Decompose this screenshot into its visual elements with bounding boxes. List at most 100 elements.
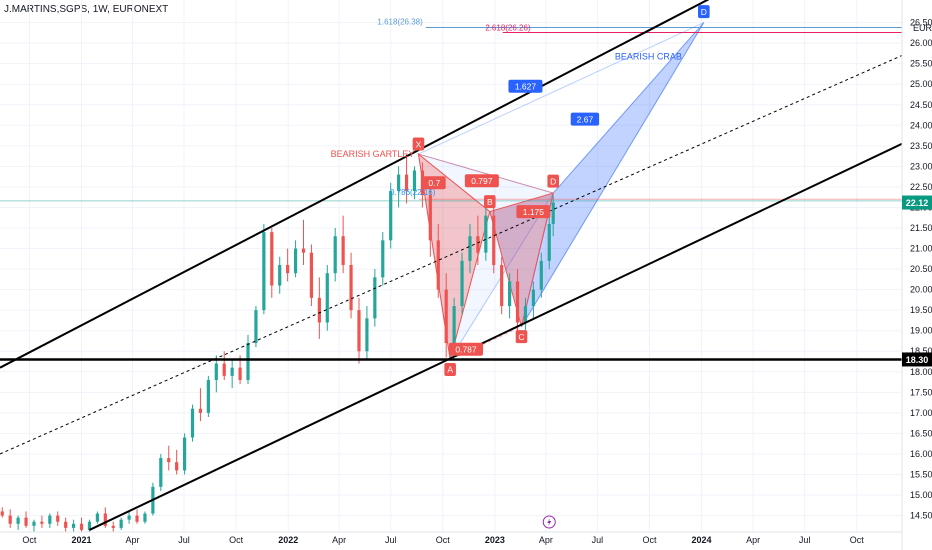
x-tick-label: Apr — [332, 535, 346, 545]
gartley-point-a-bg — [444, 362, 456, 376]
gartley-point-d: D — [550, 176, 556, 186]
gartley-ratio-bg — [422, 176, 446, 190]
candle-body — [412, 170, 417, 192]
y-tick-label: 26.00 — [910, 38, 932, 48]
candle-body — [48, 515, 52, 524]
y-tick-label: 15.00 — [910, 490, 932, 500]
gartley-ratio-bg — [464, 174, 499, 188]
candle-body — [111, 525, 115, 528]
gartley-ratio: 0.787 — [455, 344, 477, 354]
candle-body — [24, 517, 28, 526]
channel-line — [0, 0, 710, 369]
y-tick-label: 15.50 — [910, 469, 932, 479]
candle-body — [143, 513, 147, 522]
last-price-tag-bg — [902, 195, 932, 210]
candle-body — [79, 523, 84, 530]
candle-body — [460, 260, 464, 307]
candle-body — [206, 380, 210, 413]
gartley-ratio: 0.7 — [428, 178, 440, 188]
candle-body — [167, 458, 171, 463]
candle-body — [436, 240, 440, 290]
candle-body — [428, 195, 432, 241]
gartley-point-b-bg — [483, 195, 496, 209]
crab-ratio-bg — [508, 79, 543, 93]
pattern-labels: X A B C D 0.7 0.797 1.175 0.787 D 1.627 2.67 BEARISH… — [331, 5, 710, 376]
x-tick-label: Oct — [229, 535, 244, 545]
crab-title: BEARISH CRAB — [615, 52, 682, 62]
y-tick-label: 16.00 — [910, 449, 932, 459]
gartley-ratio-bg — [449, 342, 484, 356]
gartley-point-b: B — [487, 197, 493, 207]
candle-body — [190, 408, 195, 438]
candle-body — [159, 458, 163, 487]
candle-body — [230, 367, 234, 376]
candle-body — [452, 306, 456, 344]
price-axis[interactable]: 14.50 15.00 15.50 16.00 16.50 17.00 17.50 18.00… — [901, 0, 932, 550]
candle-body — [381, 240, 385, 278]
y-tick-label: 16.50 — [910, 428, 932, 438]
candle-body — [547, 223, 551, 261]
gartley-point-c: C — [518, 332, 524, 342]
candle-body — [420, 170, 425, 196]
y-tick-label: 18.50 — [910, 346, 932, 356]
x-tick-label: Jul — [799, 535, 811, 545]
lightning-icon — [547, 518, 552, 526]
x-tick-label: 2023 — [485, 535, 505, 545]
gartley-ratio-bg — [516, 205, 551, 219]
candle-body — [349, 264, 353, 311]
candle-body — [246, 343, 250, 380]
candle-body — [357, 310, 361, 352]
y-tick-label: 24.00 — [910, 120, 932, 130]
fib-label-1618: 1.618(26.38) — [377, 18, 423, 27]
y-tick-label: 17.00 — [910, 408, 932, 418]
y-tick-label: 23.50 — [910, 141, 932, 151]
y-tick-label: 14.50 — [910, 511, 932, 521]
candle-body — [444, 289, 448, 344]
y-tick-label: 17.50 — [910, 387, 932, 397]
candle-body — [373, 277, 377, 319]
support-price-tag: 18.30 — [906, 355, 929, 365]
candle-body — [301, 248, 306, 253]
crab-ratio-bg — [570, 112, 600, 126]
y-tick-label: 25.50 — [910, 59, 932, 69]
candle-body — [64, 521, 68, 528]
support-price-tag-bg — [902, 352, 932, 367]
candle-body — [254, 310, 258, 344]
time-axis[interactable]: Oct 2021 Apr Jul Oct 2022 Apr Jul Oct 2023 Apr Jul O… — [0, 515, 902, 545]
candle-body — [476, 236, 480, 253]
candle-body — [127, 515, 131, 520]
x-tick-label: Oct — [850, 535, 865, 545]
gartley-title: BEARISH GARTLEY — [331, 149, 415, 159]
y-tick-label: 20.00 — [910, 285, 932, 295]
candle-body — [341, 236, 345, 265]
x-tick-label: 2021 — [72, 535, 92, 545]
channel-line — [89, 142, 903, 531]
gartley-point-x-bg — [412, 137, 425, 151]
candle-body — [119, 519, 123, 528]
y-tick-label: 20.50 — [910, 264, 932, 274]
candle-body — [539, 260, 543, 290]
candle-body — [333, 236, 337, 274]
gartley-ratio: 1.175 — [523, 207, 545, 217]
candle-body — [508, 281, 512, 307]
x-tick-label: Oct — [436, 535, 451, 545]
candle-body — [492, 215, 496, 265]
candle-body — [103, 513, 107, 526]
candle-body — [32, 521, 36, 526]
candle-body — [500, 264, 504, 307]
y-tick-label: 22.50 — [910, 182, 932, 192]
candle-body — [531, 289, 535, 307]
candle-body — [293, 248, 298, 274]
trend-lines[interactable] — [0, 0, 903, 531]
y-tick-label: 24.50 — [910, 100, 932, 110]
crab-point-d-bg — [698, 5, 710, 19]
candle-body — [182, 437, 187, 471]
last-price-tag: 22.12 — [906, 198, 929, 208]
candle-body — [286, 264, 290, 274]
y-tick-label: 23.00 — [910, 161, 932, 171]
candle-body — [404, 174, 409, 192]
y-tick-label: 19.50 — [910, 305, 932, 315]
fib-label-2618: 2.618(26.26) — [485, 23, 531, 32]
candle-body — [135, 515, 139, 522]
